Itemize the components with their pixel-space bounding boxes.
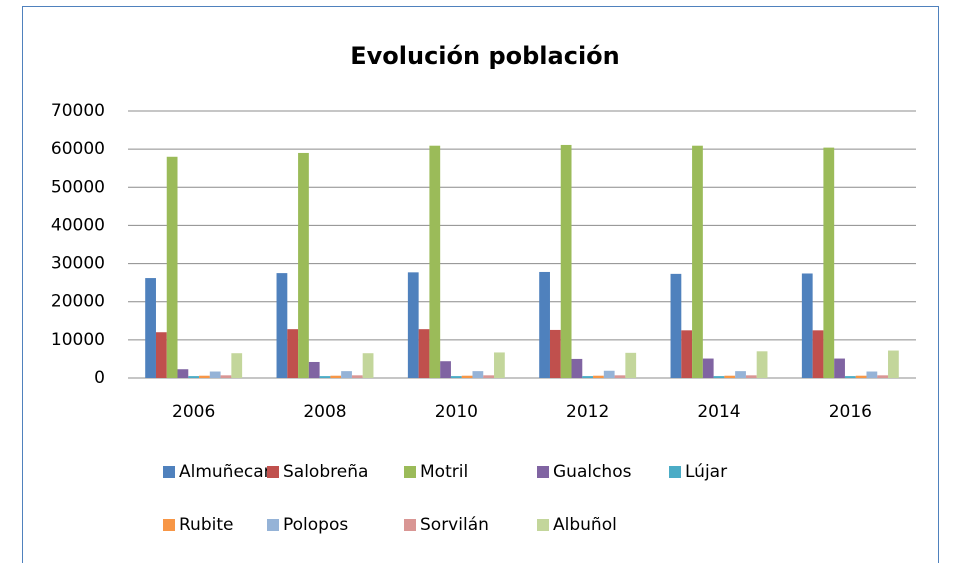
bar [494, 352, 505, 378]
bar [681, 330, 693, 378]
legend-swatch [163, 466, 175, 478]
y-tick-label: 50000 [51, 177, 105, 197]
bar [614, 375, 626, 378]
bar [844, 376, 856, 378]
x-tick-label: 2010 [435, 402, 478, 422]
bar [539, 271, 550, 378]
bar [287, 329, 299, 378]
bar [472, 371, 484, 378]
bar [692, 145, 703, 378]
y-tick-label: 60000 [51, 139, 105, 159]
bar [330, 375, 342, 378]
bar [735, 371, 746, 378]
chart-frame [22, 6, 939, 563]
legend-label: Albuñol [553, 515, 617, 535]
legend-swatch [669, 466, 681, 478]
x-tick-label: 2016 [829, 402, 872, 422]
bar [220, 375, 232, 378]
bar [319, 376, 331, 378]
bar [549, 329, 561, 378]
chart-title: Evolución población [350, 42, 620, 70]
bar [713, 376, 725, 378]
bar [877, 375, 889, 378]
bar [461, 375, 473, 378]
bar [745, 375, 757, 378]
x-tick-label: 2012 [566, 402, 609, 422]
y-tick-label: 10000 [51, 330, 105, 350]
bar [155, 332, 167, 378]
y-tick-label: 20000 [51, 292, 105, 312]
bar [823, 147, 835, 378]
bar [166, 156, 178, 378]
bar [603, 370, 615, 378]
bar [418, 329, 430, 378]
legend-label: Sorvilán [420, 515, 489, 535]
y-tick-label: 70000 [51, 101, 105, 121]
legend-swatch [404, 519, 416, 531]
bar [670, 273, 682, 378]
bar [231, 353, 243, 378]
bar [834, 358, 845, 378]
bar [866, 371, 878, 378]
legend-label: Motril [420, 462, 468, 482]
bar [407, 272, 419, 378]
bar [429, 145, 441, 378]
bar [298, 152, 309, 378]
legend-swatch [404, 466, 416, 478]
bar [483, 375, 495, 378]
legend-label: Polopos [283, 515, 348, 535]
bar [276, 273, 288, 378]
bar [888, 350, 899, 378]
bar [351, 375, 363, 378]
bar [593, 375, 604, 378]
legend-swatch [163, 519, 175, 531]
x-tick-label: 2006 [172, 402, 215, 422]
y-tick-label: 30000 [51, 254, 105, 274]
bar [625, 352, 637, 378]
legend-swatch [267, 519, 279, 531]
bar [582, 376, 594, 378]
bar [199, 375, 210, 378]
legend-label: Lújar [685, 462, 727, 482]
legend-swatch [537, 519, 549, 531]
x-tick-label: 2014 [697, 402, 740, 422]
legend-label: Gualchos [553, 462, 632, 482]
bar [209, 371, 221, 378]
bar [812, 330, 824, 378]
bar [560, 144, 572, 378]
bar [756, 351, 768, 378]
bar [341, 371, 352, 378]
bar [702, 358, 714, 378]
bar [440, 361, 451, 378]
legend-label: Rubite [179, 515, 233, 535]
bar [362, 353, 374, 378]
bar [450, 376, 462, 378]
bar [801, 273, 813, 378]
bar [145, 278, 156, 378]
legend-swatch [267, 466, 279, 478]
legend-swatch [537, 466, 549, 478]
bar [308, 361, 320, 378]
y-tick-label: 40000 [51, 215, 105, 235]
bar [724, 375, 736, 378]
legend-label: Salobreña [283, 462, 368, 482]
bar [177, 369, 189, 378]
bar [571, 358, 583, 378]
bar [188, 376, 200, 378]
legend-label: Almuñecar [179, 462, 271, 482]
y-tick-label: 0 [94, 368, 105, 388]
bar [855, 375, 867, 378]
x-tick-label: 2008 [303, 402, 346, 422]
